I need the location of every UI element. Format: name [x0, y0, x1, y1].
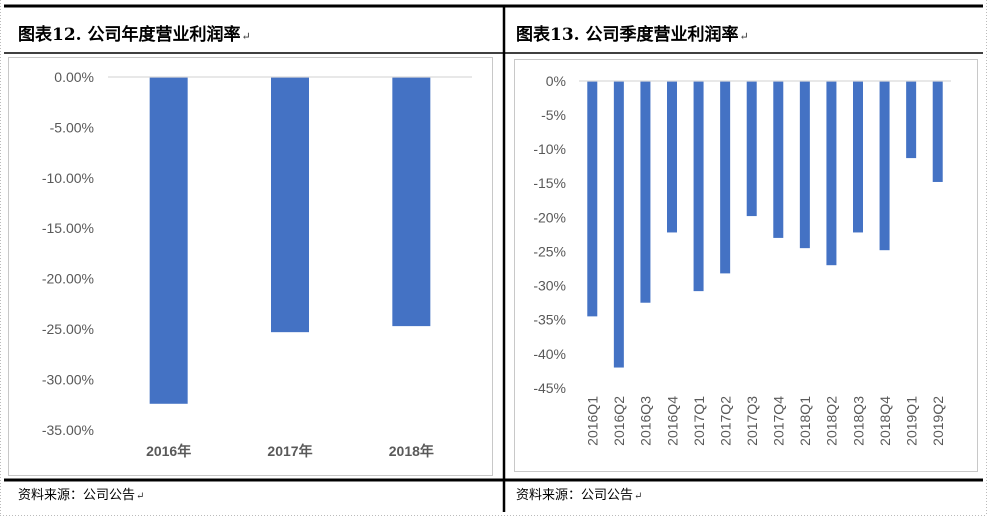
y-tick-label: -15.00% — [42, 220, 94, 236]
paragraph-mark-icon: ↵ — [634, 491, 643, 502]
x-tick-label: 2017Q4 — [771, 396, 787, 446]
paragraph-mark-icon: ↵ — [739, 30, 749, 43]
y-tick-label: -45% — [533, 380, 566, 396]
right-chart-title: 图表13. 公司季度营业利润率↵ — [516, 25, 749, 47]
y-tick-label: -25.00% — [42, 321, 94, 337]
bar — [720, 81, 731, 274]
y-tick-label: -15% — [533, 175, 566, 191]
y-tick-label: -10.00% — [42, 170, 94, 186]
right-source-note: 资料来源：公司公告↵ — [516, 488, 642, 505]
bar — [773, 81, 784, 238]
y-tick-label: -20.00% — [42, 271, 94, 287]
bar — [640, 81, 651, 303]
right-chart-title-text: 图表13. 公司季度营业利润率 — [516, 25, 739, 45]
y-tick-label: -25% — [533, 243, 566, 259]
x-tick-label: 2018Q4 — [877, 396, 893, 446]
x-tick-label: 2016年 — [146, 443, 191, 459]
x-tick-label: 2016Q4 — [664, 396, 680, 446]
left-source-note: 资料来源：公司公告↵ — [18, 488, 144, 505]
x-tick-label: 2017Q3 — [744, 396, 760, 446]
y-tick-label: -10% — [533, 141, 566, 157]
y-tick-label: -35% — [533, 312, 566, 328]
right-source-text: 资料来源：公司公告 — [516, 488, 634, 503]
x-tick-label: 2018Q1 — [797, 396, 813, 446]
bar — [932, 81, 943, 182]
left-chart-title-text: 图表12. 公司年度营业利润率 — [18, 25, 241, 45]
bar — [799, 81, 810, 249]
bar — [853, 81, 863, 233]
x-tick-label: 2016Q1 — [585, 396, 601, 446]
x-tick-label: 2019Q2 — [930, 396, 946, 446]
bar — [826, 81, 837, 266]
x-tick-label: 2016Q3 — [638, 396, 654, 446]
bar — [693, 81, 704, 292]
x-tick-label: 2017Q1 — [691, 396, 707, 446]
x-tick-label: 2019Q1 — [903, 396, 919, 446]
y-tick-label: -30% — [533, 278, 566, 294]
y-tick-label: -20% — [533, 209, 566, 225]
left-source-text: 资料来源：公司公告 — [18, 488, 136, 503]
bar — [746, 81, 757, 217]
y-tick-label: -5.00% — [50, 119, 94, 135]
x-tick-label: 2018Q3 — [850, 396, 866, 446]
x-tick-label: 2016Q2 — [611, 396, 627, 446]
y-tick-label: 0% — [546, 73, 566, 89]
x-tick-label: 2018年 — [389, 443, 434, 459]
bar — [667, 81, 677, 233]
bar — [587, 81, 598, 317]
bar — [613, 81, 624, 368]
bar — [906, 81, 917, 159]
bar — [879, 81, 890, 251]
x-tick-label: 2017Q2 — [717, 396, 733, 446]
paragraph-mark-icon: ↵ — [241, 30, 251, 43]
bar — [149, 77, 188, 404]
y-tick-label: -30.00% — [42, 371, 94, 387]
y-tick-label: -35.00% — [42, 422, 94, 438]
x-tick-label: 2018Q2 — [824, 396, 840, 446]
paragraph-mark-icon: ↵ — [136, 491, 145, 502]
bar — [271, 77, 309, 333]
x-tick-label: 2017年 — [267, 443, 312, 459]
y-tick-label: -40% — [533, 346, 566, 362]
bar — [392, 77, 431, 327]
left-chart-title: 图表12. 公司年度营业利润率↵ — [18, 25, 251, 47]
y-tick-label: 0.00% — [54, 69, 94, 85]
y-tick-label: -5% — [541, 107, 566, 123]
